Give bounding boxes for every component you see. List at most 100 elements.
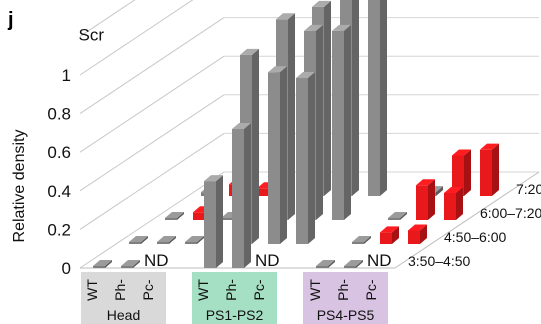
bar-side [364,236,371,244]
bar-side [400,212,407,220]
gridline-side [79,55,225,153]
bar-side [141,236,148,244]
x-tick-label: WT [195,279,211,301]
bar-side [244,123,251,268]
gridline-side [79,0,194,76]
x-tick-label: Ph- [223,279,239,301]
gridline-side [79,0,136,37]
panel-label: j [7,9,14,31]
floor-right-edge [394,171,540,269]
bar-side [105,260,112,268]
nd-label: ND [367,251,392,270]
gridline-side [79,17,225,115]
bar-side [316,24,323,220]
bar-side [356,260,363,268]
bar [332,30,344,220]
bar-top [316,260,335,266]
bar [232,129,244,268]
bar-side [492,143,499,196]
bar [452,155,464,196]
bar-side [420,224,427,244]
bar-side [177,212,184,220]
y-tick-label: 0.8 [47,105,71,124]
y-tick-label: 1 [62,66,71,85]
bar [157,242,169,244]
y-axis-title: Relative density [11,130,28,243]
bar-side [328,260,335,268]
bar-top [93,260,112,266]
bar [129,242,141,244]
bar [121,266,133,268]
bar-side [252,48,259,244]
bar-side [352,0,359,196]
bar [185,242,197,244]
bar-side [169,236,176,244]
bar [344,266,356,268]
bar-top [121,260,140,266]
bar-top [380,226,399,233]
group-label: Head [107,307,140,323]
bar [408,230,420,244]
bar-top [240,48,259,55]
gridline-side [79,94,225,192]
y-tick-label: 0 [62,259,71,278]
bar-top [312,0,331,7]
bar [416,185,428,220]
bar-side [308,72,315,245]
gridline-side [79,171,225,269]
bar-side [380,0,387,196]
depth-tick-label: 6:00–7:20 [480,205,541,221]
bar [444,192,456,220]
bar [93,266,105,268]
nd-label: ND [255,251,280,270]
y-tick-label: 0.2 [47,220,71,239]
x-tick-label: WT [307,279,323,301]
depth-tick-label: 7:20–12:00 [516,181,541,197]
bar-top [165,212,184,218]
bar-side [344,24,351,220]
bar-top [296,72,315,79]
bar [368,0,380,196]
bar [268,72,280,244]
bar [257,188,269,196]
bar [352,242,364,244]
bar-top [408,224,427,231]
bar [165,218,177,220]
depth-tick-label: 4:50–6:00 [444,229,506,245]
depth-axis-labels: 3:50–4:50 4:50–6:00 6:00–7:20 7:20–12:00 [408,181,541,269]
bar [193,212,205,220]
x-tick-label: Pc- [363,279,379,300]
bar-top [304,24,323,31]
x-tick-label: Ph- [335,279,351,301]
nd-label: ND [144,251,169,270]
bar-top [416,179,435,186]
x-tick-label: WT [84,279,100,301]
bar-top [268,66,287,73]
bars-layer: ND ND ND [93,0,499,270]
y-tick-label: 0.6 [47,143,71,162]
bar [316,266,328,268]
bar-top [129,236,148,242]
x-tick-label: Pc- [251,279,267,300]
bar-top [352,236,371,242]
group-box [303,272,388,324]
y-tick-label: Scr [79,25,105,44]
bar-side [464,149,471,196]
x-tick-label: Ph- [112,279,128,301]
bar-top [444,186,463,193]
bar-side [456,186,463,220]
bar [204,181,216,268]
group-box [81,272,166,324]
x-tick-label: Pc- [140,279,156,300]
bar-top [332,24,351,31]
bar [380,232,392,244]
bar-side [133,260,140,268]
y-axis: 0 0.2 0.4 0.6 0.8 1 Scr [47,25,104,278]
bar-top [185,236,204,242]
bar-side [436,186,443,196]
bar-top [276,13,295,20]
bar-side [288,13,295,221]
group-box [192,272,277,324]
